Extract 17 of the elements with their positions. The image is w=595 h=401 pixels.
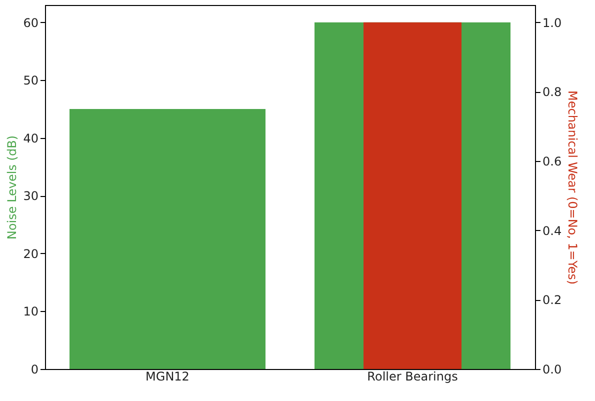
x-tick-label: Roller Bearings	[367, 370, 458, 384]
y2-tick-label: 0.8	[542, 85, 562, 100]
y2-tick-label: 1.0	[542, 16, 562, 30]
y-tick-label: 20	[23, 246, 38, 261]
y-tick-label: 40	[23, 131, 38, 146]
y-tick-label: 30	[23, 189, 38, 204]
y-tick-label: 0	[30, 362, 38, 376]
y2-axis-title: Mechanical Wear (0=No, 1=Yes)	[566, 90, 580, 285]
x-tick-label: MGN12	[146, 370, 190, 384]
y2-tick-label: 0.6	[542, 154, 562, 168]
y2-tick-label: 0.4	[542, 224, 562, 238]
y2-tick-label: 0.0	[542, 362, 562, 376]
y-tick-label: 10	[23, 304, 38, 319]
y2-tick-label: 0.2	[542, 293, 562, 308]
y-axis-title: Noise Levels (dB)	[5, 135, 20, 240]
y-tick-label: 50	[23, 74, 38, 88]
y-tick-label: 60	[23, 16, 38, 30]
